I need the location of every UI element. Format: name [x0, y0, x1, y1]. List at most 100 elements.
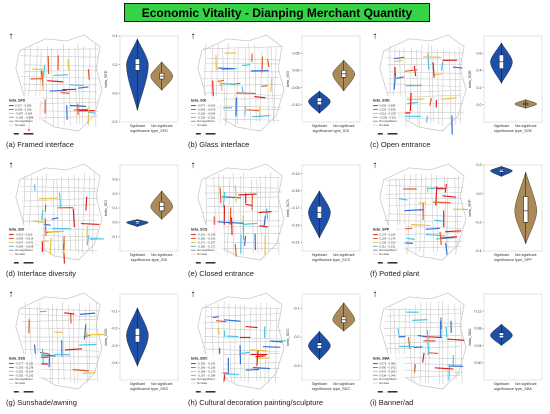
road-segment-colored: [413, 364, 416, 373]
road-segment: [403, 47, 407, 128]
y-tick-label: -0.2: [475, 221, 481, 225]
y-axis-label: beta_SDI: [104, 200, 108, 216]
road-segment: [423, 176, 427, 257]
road-segment-colored: [267, 58, 270, 68]
road-segment: [233, 49, 237, 126]
road-segment-colored: [42, 64, 46, 79]
scale-bar-segment: [382, 262, 388, 264]
road-segment-colored: [413, 346, 423, 349]
legend-item-label: 0.220 - 0.425: [379, 107, 396, 111]
road-segment: [206, 185, 279, 189]
legend-item-label: -0.255 - -0.230: [15, 373, 33, 377]
road-segment: [68, 176, 71, 252]
road-segment: [223, 300, 225, 385]
x-axis-label: significance type_SSS: [130, 387, 168, 391]
x-axis-label: significance type_SCS: [312, 258, 350, 262]
road-segment-colored: [241, 86, 244, 94]
road-segment-colored: [69, 84, 84, 87]
road-segment: [384, 320, 462, 324]
scale-bar: [377, 133, 398, 135]
road-segment-colored: [64, 348, 83, 351]
road-segment-colored: [238, 193, 257, 196]
legend-item-label: 0.217 - 0.366: [15, 104, 32, 108]
road-segment: [25, 327, 99, 330]
violin-d: 0.3 0.2 0.1 0.0 -0.1 beta_SDI Significant Not s…: [104, 164, 179, 262]
panel-e: ⭡ beta_SCS -0.141 - -0.136 -0.156 - -0.142-…: [184, 153, 366, 282]
y-tick-label: 0.12: [475, 309, 482, 313]
road-segment-colored: [434, 72, 443, 76]
road-segment-colored: [224, 319, 241, 322]
road-segment-colored: [259, 225, 268, 228]
road-segment-colored: [216, 320, 227, 323]
road-segment: [225, 42, 229, 123]
legend-item-label: No data: [15, 123, 25, 127]
legend-item-label: -0.141 - -0.136: [197, 233, 215, 237]
road-segment-colored: [49, 237, 52, 255]
y-tick-label: 0.3: [113, 178, 118, 182]
road-segment-colored: [243, 222, 258, 225]
road-segment: [21, 319, 97, 322]
road-segment-colored: [81, 222, 100, 226]
road-segment-colored: [425, 233, 446, 237]
road-segment-colored: [397, 328, 400, 336]
road-segment-colored: [256, 350, 259, 366]
map-legend: beta_SDI-0.013 - 0.013-0.040 - -0.014-0.…: [7, 224, 42, 259]
scale-bar: [13, 391, 34, 393]
road-segment-colored: [433, 201, 451, 204]
y-axis-label: beta_SOE: [468, 70, 472, 88]
road-segment-colored: [409, 92, 412, 111]
city-boundary: [379, 292, 467, 390]
y-tick-label: 0.0: [113, 221, 118, 225]
road-segment-colored: [226, 335, 239, 338]
legend-item-label: 0.065 - 0.216: [15, 107, 32, 111]
y-tick-label: 0.0: [477, 103, 482, 107]
road-segment-colored: [67, 58, 70, 71]
plot-area: [483, 35, 543, 123]
road-segment: [387, 202, 464, 206]
x-tick-label: Significant: [130, 253, 146, 257]
road-segment: [267, 306, 272, 384]
legend-background: [371, 224, 406, 259]
road-segment-colored: [219, 187, 222, 204]
road-segment: [68, 48, 71, 126]
road-segment: [256, 178, 259, 255]
road-segment-colored: [406, 237, 415, 240]
road-segment: [251, 179, 254, 252]
road-segment-colored: [222, 196, 242, 199]
road-segment: [384, 50, 463, 54]
road-segment: [277, 178, 280, 256]
north-arrow-icon: ⭡: [9, 290, 13, 299]
legend-item-label: -0.087 - 0.064: [15, 111, 33, 115]
road-segment-colored: [441, 97, 457, 100]
road-segment: [61, 176, 63, 254]
road-segment-colored: [77, 103, 79, 115]
road-segment-colored: [58, 192, 62, 209]
road-segment: [234, 304, 236, 383]
road-segment: [388, 71, 463, 74]
legend-item-label: -0.094 - -0.068: [15, 244, 33, 248]
north-arrow-icon: ⭡: [191, 290, 195, 299]
y-axis-label: beta_SDC: [286, 328, 290, 346]
scale-bar-segment: [200, 391, 206, 393]
y-tick-label: 0.2: [477, 163, 482, 167]
road-segment: [201, 77, 279, 80]
road-segment: [454, 303, 457, 380]
road-segment-colored: [447, 338, 465, 341]
y-tick-label: 0.04: [475, 344, 482, 348]
y-tick-label: 0.08: [475, 327, 482, 331]
map-legend: beta_SGI-0.077 - -0.060-0.093 - -0.078-0…: [189, 95, 224, 130]
road-segment-colored: [410, 223, 431, 227]
legend-item-label: -0.197 - -0.184: [197, 373, 215, 377]
road-segment: [204, 191, 282, 194]
road-segment-colored: [396, 76, 404, 79]
city-boundary: [379, 34, 467, 132]
city-boundary: [379, 163, 467, 261]
legend-item-label: 0.013 - 0.219: [379, 111, 396, 115]
y-tick-label: 0.4: [113, 34, 118, 38]
legend-item-label: -0.077 - -0.060: [197, 104, 215, 108]
legend-item-label: Not significant: [15, 248, 32, 252]
road-segment: [205, 205, 281, 208]
road-segment-colored: [427, 53, 430, 70]
y-tick-label: -0.1: [293, 307, 299, 311]
